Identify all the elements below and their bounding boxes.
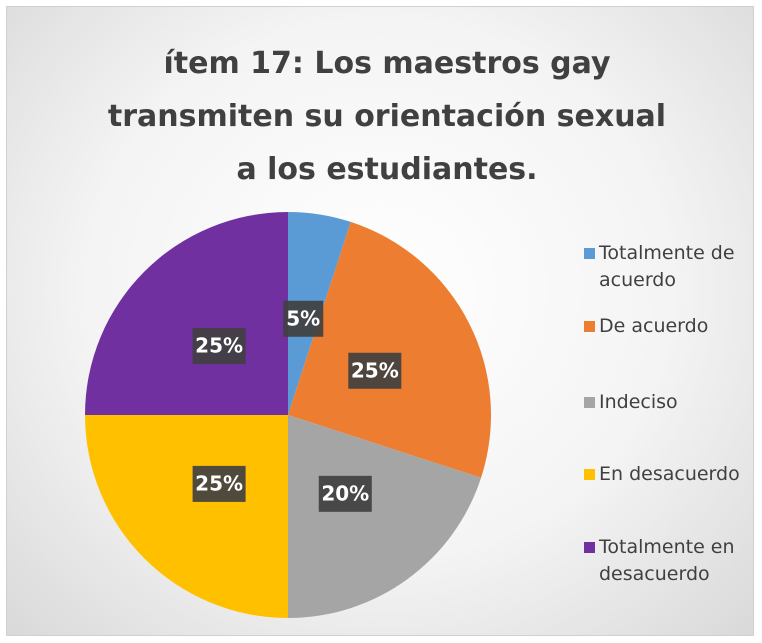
legend-item: En desacuerdo [584,461,744,488]
chart-title: ítem 17: Los maestros gay transmiten su … [107,46,667,187]
legend-label: De acuerdo [599,315,709,337]
legend-label: Totalmente en desacuerdo [599,536,735,585]
pie-slice [85,212,288,415]
pie-slice [288,415,482,618]
legend-swatch [584,248,595,259]
data-label-box [318,475,372,512]
legend-label: Totalmente de acuerdo [599,242,735,291]
data-label-box [192,328,246,365]
legend-item: De acuerdo [584,313,744,340]
legend-swatch [584,321,595,332]
legend-swatch [584,397,595,408]
legend-label: Indeciso [599,391,678,413]
pie-slice [288,221,491,478]
legend-item: Indeciso [584,389,744,416]
data-label-box [283,300,324,337]
data-label: 5% [286,306,320,330]
data-label: 25% [195,334,243,358]
legend-swatch [584,542,595,553]
pie-slice [85,415,288,618]
legend-label: En desacuerdo [599,463,740,485]
legend-item: Totalmente en desacuerdo [584,534,744,588]
data-label-box [192,465,246,502]
legend-swatch [584,469,595,480]
data-label: 25% [195,471,243,495]
data-label: 20% [321,481,369,505]
legend-item: Totalmente de acuerdo [584,240,744,294]
data-label-box [348,352,402,389]
data-label: 25% [351,358,399,382]
